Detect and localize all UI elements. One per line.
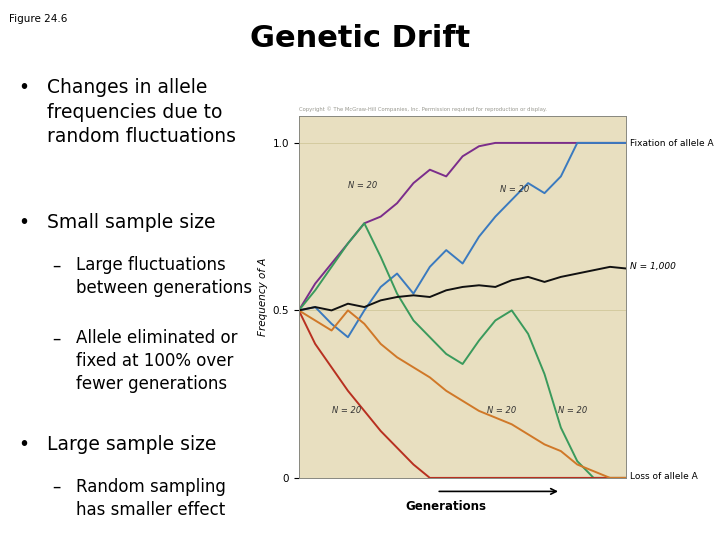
Text: Genetic Drift: Genetic Drift [250,24,470,53]
Text: Random sampling
has smaller effect: Random sampling has smaller effect [76,478,225,519]
Text: Generations: Generations [406,500,487,512]
Text: Large sample size: Large sample size [47,435,216,454]
Text: Small sample size: Small sample size [47,213,215,232]
Text: Large fluctuations
between generations: Large fluctuations between generations [76,256,252,298]
Text: –: – [52,256,60,274]
Text: Changes in allele
frequencies due to
random fluctuations: Changes in allele frequencies due to ran… [47,78,236,146]
Text: Copyright © The McGraw-Hill Companies, Inc. Permission required for reproduction: Copyright © The McGraw-Hill Companies, I… [299,106,546,112]
Y-axis label: Frequency of A: Frequency of A [258,258,269,336]
Text: •: • [18,213,29,232]
Text: N = 20: N = 20 [348,181,377,191]
Text: N = 1,000: N = 1,000 [630,262,676,271]
Text: N = 20: N = 20 [557,406,587,415]
Text: Fixation of allele A: Fixation of allele A [630,139,714,147]
Text: N = 20: N = 20 [487,406,516,415]
Text: –: – [52,329,60,347]
Text: Allele eliminated or
fixed at 100% over
fewer generations: Allele eliminated or fixed at 100% over … [76,329,237,393]
Text: •: • [18,435,29,454]
Text: Figure 24.6: Figure 24.6 [9,14,67,24]
Text: Loss of allele A: Loss of allele A [630,472,698,481]
Text: N = 20: N = 20 [500,185,529,194]
Text: N = 20: N = 20 [331,406,361,415]
Text: •: • [18,78,29,97]
Text: –: – [52,478,60,496]
